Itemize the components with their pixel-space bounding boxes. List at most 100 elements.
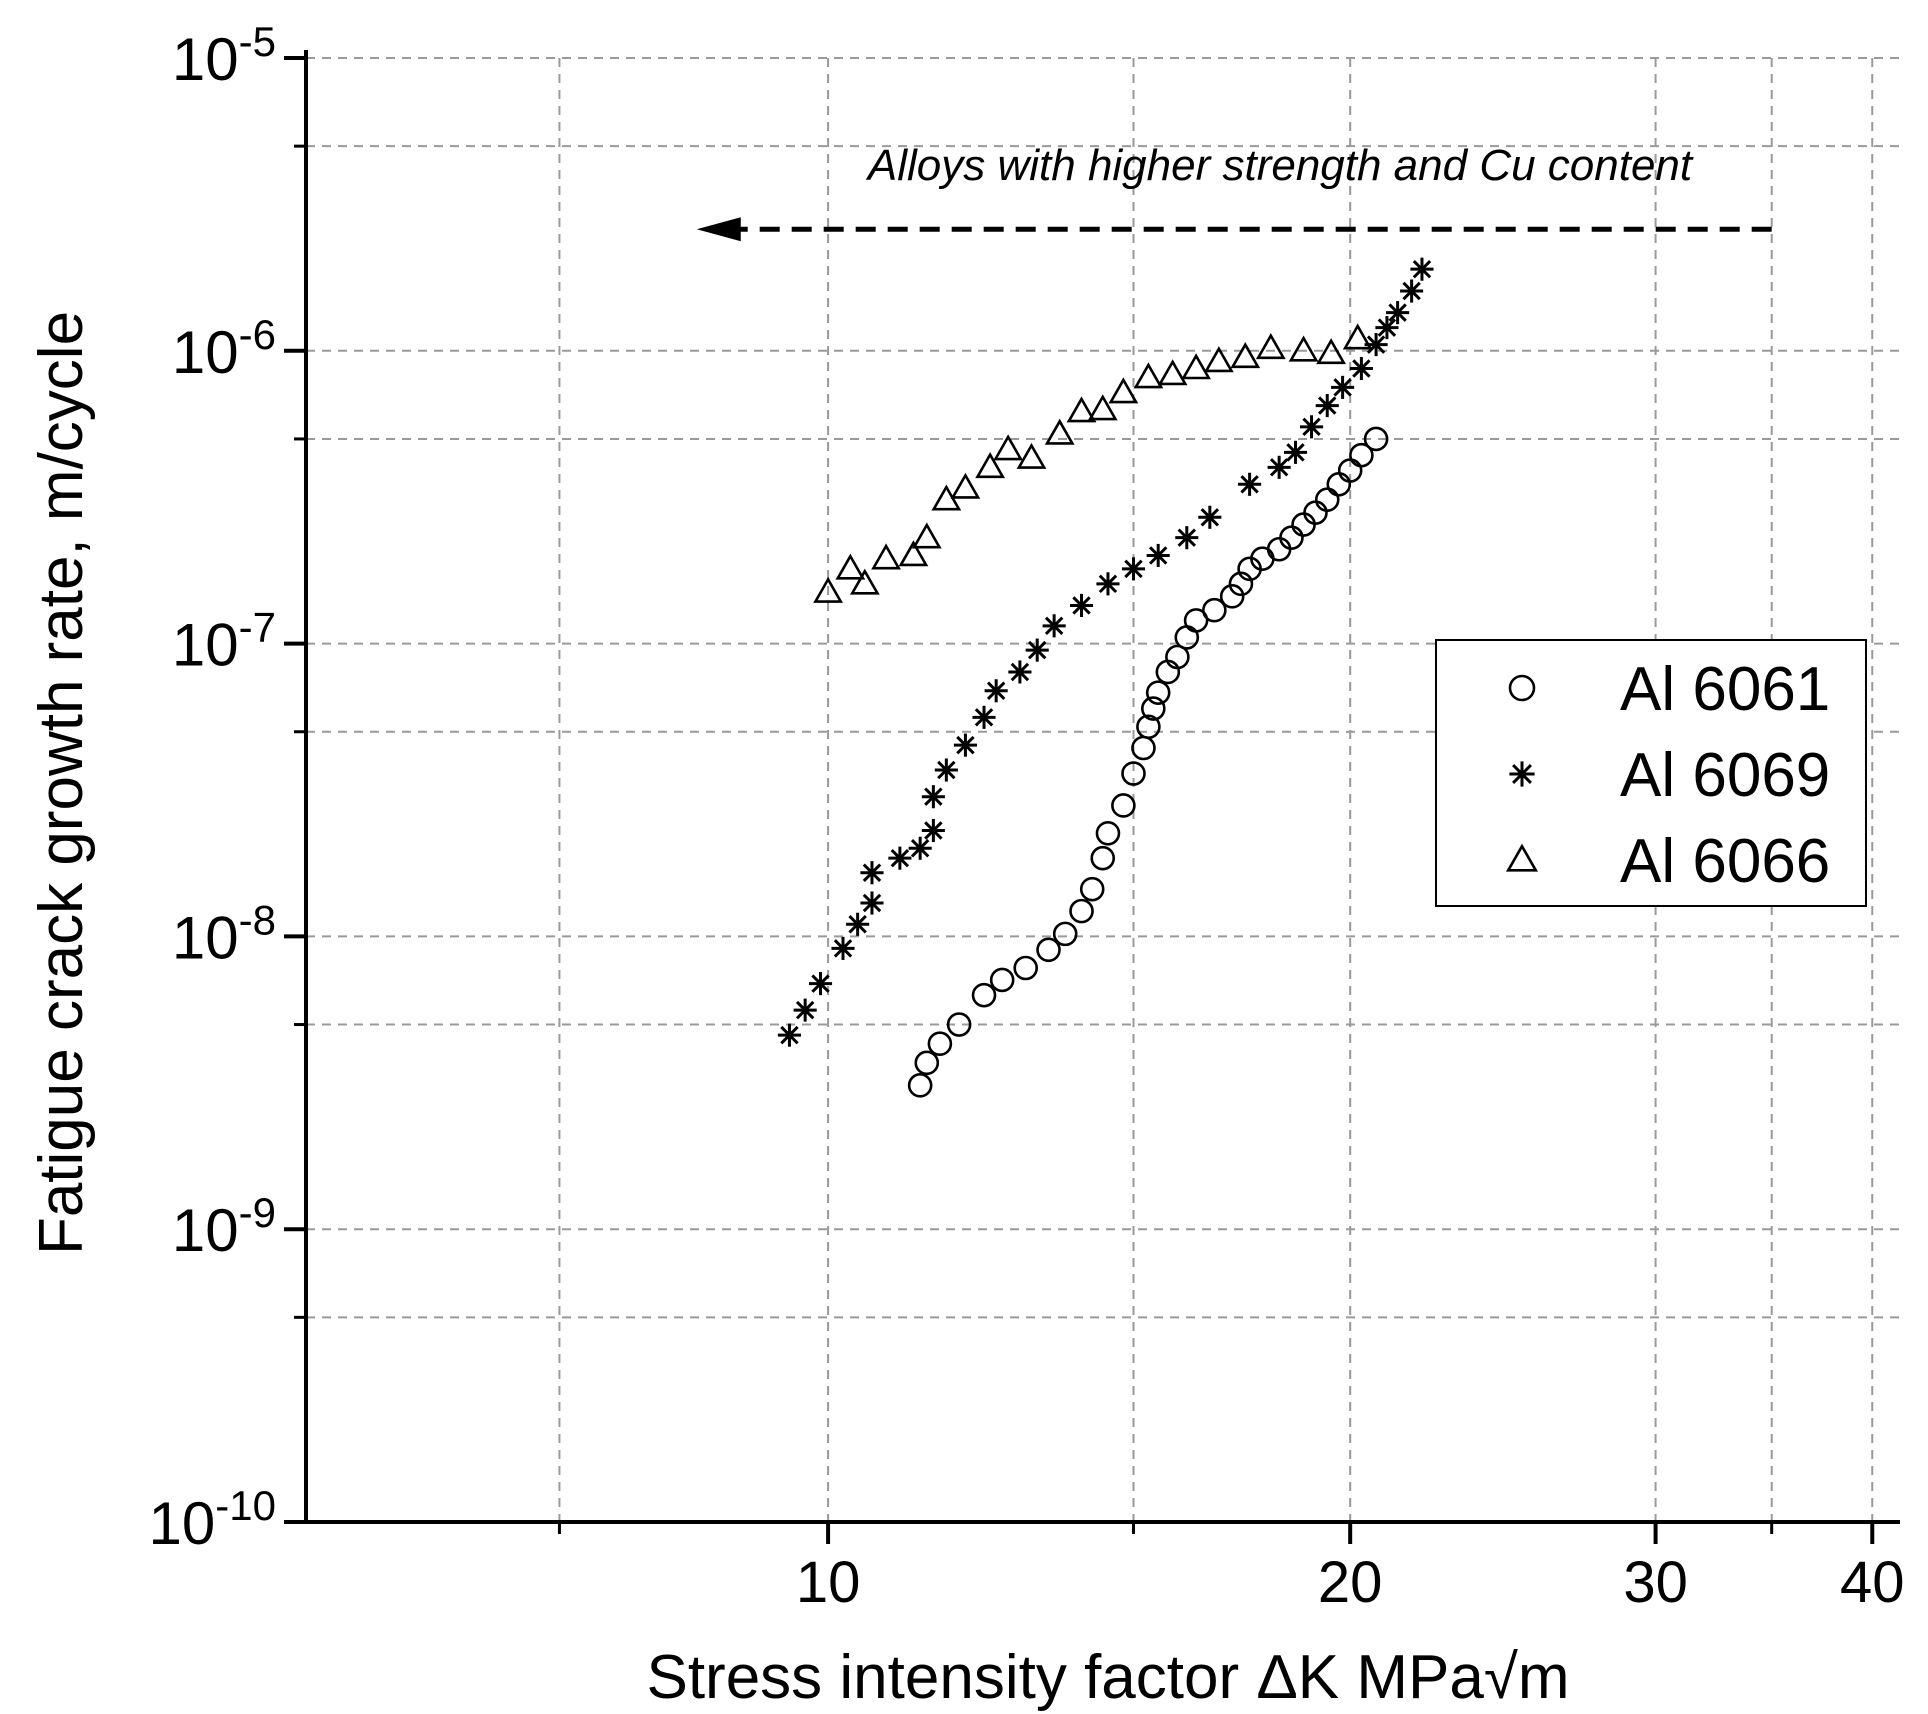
y-tick-label: 10-8 xyxy=(172,896,276,971)
asterisk-stroke xyxy=(1377,318,1397,337)
y-tick-label: 10-10 xyxy=(149,1482,276,1557)
circle-point xyxy=(1303,500,1328,525)
asterisk-stroke xyxy=(1027,640,1047,660)
annotation-arrow-head xyxy=(696,217,741,242)
y-tick-label: 10-7 xyxy=(172,604,276,679)
data-marks xyxy=(777,257,1434,1098)
triangle-point xyxy=(1133,362,1164,389)
axes xyxy=(284,50,1900,1544)
asterisk-stroke xyxy=(862,893,882,913)
legend-label: Al 6061 xyxy=(1620,655,1830,724)
circle-point xyxy=(907,1073,933,1098)
triangle-point xyxy=(1087,394,1118,421)
asterisk-point xyxy=(1146,543,1170,568)
triangle-point xyxy=(1342,323,1373,350)
asterisk-point xyxy=(831,936,855,960)
asterisk-point xyxy=(860,861,884,885)
triangle-point xyxy=(975,452,1006,479)
asterisk-point xyxy=(972,705,996,729)
asterisk-stroke xyxy=(848,915,867,934)
circle-point xyxy=(1111,793,1136,818)
x-tick-label: 10 xyxy=(796,1550,861,1615)
asterisk-stroke xyxy=(1200,508,1220,527)
asterisk-stroke xyxy=(937,760,956,780)
legend: Al 6061 Al 6069 Al 6066 xyxy=(1435,639,1867,907)
asterisk-stroke xyxy=(833,939,853,958)
triangle-point xyxy=(813,576,843,603)
circle-point xyxy=(1090,845,1116,871)
circle-point xyxy=(1069,898,1094,924)
asterisk-point xyxy=(934,758,958,782)
circle-point xyxy=(1052,921,1078,947)
asterisk-stroke xyxy=(1388,303,1407,322)
asterisk-stroke xyxy=(974,708,994,727)
asterisk-point xyxy=(1198,505,1222,529)
asterisk-point xyxy=(908,836,932,860)
asterisk-point xyxy=(1267,455,1291,479)
asterisk-point xyxy=(1400,279,1424,303)
x-tick-label: 40 xyxy=(1840,1550,1905,1615)
triangle-point xyxy=(993,434,1024,461)
circle-point xyxy=(1121,761,1146,786)
x-tick-label: 30 xyxy=(1623,1550,1688,1615)
asterisk-stroke xyxy=(1512,764,1532,784)
asterisk-stroke xyxy=(1148,546,1168,565)
circle-point xyxy=(1314,487,1340,513)
circle-point xyxy=(989,967,1015,993)
asterisk-point xyxy=(1042,614,1066,638)
circle-point xyxy=(1141,696,1166,721)
circle-point xyxy=(1079,876,1105,902)
asterisk-stroke xyxy=(1240,475,1259,494)
asterisk-point xyxy=(1349,356,1373,381)
x-tick-label: 20 xyxy=(1318,1550,1383,1615)
circle-point xyxy=(1174,625,1200,650)
asterisk-point xyxy=(953,733,977,757)
triangle-point xyxy=(1157,359,1188,386)
asterisk-point xyxy=(793,998,817,1022)
asterisk-point xyxy=(1375,316,1399,340)
triangle-point xyxy=(1108,377,1139,404)
asterisk-stroke xyxy=(1124,559,1143,579)
asterisk-stroke xyxy=(924,821,943,840)
asterisk-stroke xyxy=(1098,574,1118,594)
circle-point xyxy=(1363,426,1389,452)
asterisk-stroke xyxy=(1402,281,1421,301)
circle-point xyxy=(971,982,997,1008)
triangle-point xyxy=(1181,353,1211,380)
asterisk-point xyxy=(1315,394,1339,418)
triangle-point xyxy=(849,568,880,595)
y-tick-label: 10-9 xyxy=(172,1189,276,1264)
asterisk-point xyxy=(1410,257,1434,281)
asterisk-stroke xyxy=(1412,259,1432,279)
asterisk-stroke xyxy=(986,681,1006,701)
asterisk-stroke xyxy=(1366,335,1386,354)
circle-point xyxy=(1291,512,1316,537)
circle-point xyxy=(1326,471,1352,497)
asterisk-stroke xyxy=(1302,417,1321,437)
y-axis-title: Fatigue crack growth rate, m/cycle xyxy=(27,311,96,1255)
y-tick-label: 10-5 xyxy=(172,18,276,93)
asterisk-point xyxy=(808,972,833,996)
legend-marker-circle xyxy=(1508,674,1536,702)
triangle-point xyxy=(1255,333,1286,360)
asterisk-stroke xyxy=(862,863,882,882)
tick-labels: 10-10 10-9 10-8 10-7 10-6 10-5 10 20 30 40 xyxy=(149,18,1905,1615)
asterisk-stroke xyxy=(1177,528,1197,547)
x-axis-title: Stress intensity factor ΔK MPa√m xyxy=(646,1643,1569,1712)
y-tick-label: 10-6 xyxy=(172,311,276,386)
asterisk-point xyxy=(1121,557,1146,581)
circle-point xyxy=(1145,680,1171,705)
legend-label: Al 6066 xyxy=(1620,827,1830,896)
asterisk-point xyxy=(860,891,884,915)
asterisk-stroke xyxy=(1286,443,1305,462)
asterisk-stroke xyxy=(890,848,910,868)
circle-point xyxy=(946,1012,972,1037)
circle-point xyxy=(1165,644,1190,670)
asterisk-point xyxy=(1096,572,1120,596)
asterisk-point xyxy=(1069,593,1094,617)
asterisk-point xyxy=(1008,660,1032,684)
asterisk-point xyxy=(888,846,912,870)
asterisk-point xyxy=(1175,526,1199,550)
asterisk-stroke xyxy=(1269,458,1289,477)
